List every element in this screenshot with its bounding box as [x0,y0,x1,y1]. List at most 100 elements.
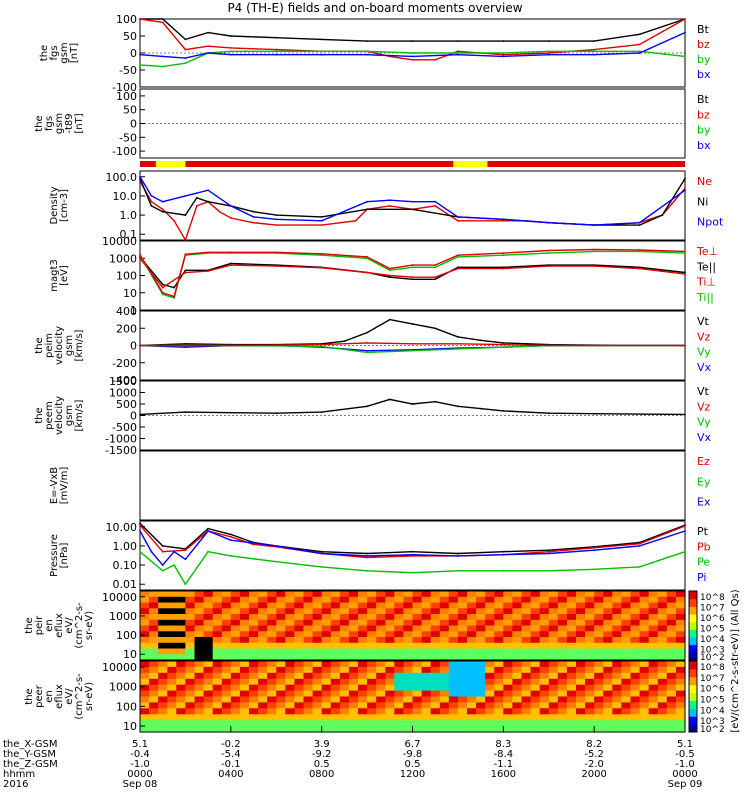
spectrogram-cell [239,684,250,692]
legend-entry: Vz [697,330,711,343]
spectrogram-cell [557,637,568,644]
y-axis-label: the peim velocity gsm [km/s] [34,326,85,365]
spectrogram-cell [457,702,468,709]
spectrogram-cell [358,596,368,604]
spectrogram-cell [230,608,241,615]
spectrogram-cell [594,661,604,668]
spectrogram-cell [385,666,395,674]
spectrogram-cell [158,591,168,598]
spectrogram-cell [639,631,650,638]
spectrogram-cell [185,637,196,644]
spectrogram-cell [176,696,186,703]
spectrogram-cell [403,614,414,621]
spectrogram-cell [358,702,368,709]
spectrogram-cell [648,720,659,727]
spectrogram-cell [494,720,504,727]
y-axis-label-line: en [44,690,55,703]
spectrogram-cell [239,596,250,604]
data-point [411,208,414,211]
spectrogram-cell [185,619,196,627]
spectrogram-cell [566,654,577,661]
y-axis-label-line: Pressure [49,534,60,577]
spectrogram-cell [158,678,168,686]
spectrogram-cell [566,608,577,615]
legend-entry: Vt [697,385,710,398]
spectrogram-cell [657,690,668,698]
spectrogram-cell [539,596,550,604]
spectrogram-cell [294,608,305,615]
spectrogram-cell [621,596,632,604]
spectrogram-cell [194,654,205,661]
spectrogram-cell [167,642,177,650]
spectrogram-cell [494,591,504,598]
spectrogram-cell [530,678,541,686]
y-tick-label: -400 [112,374,137,387]
spectrogram-cell [303,666,314,674]
spectrogram-cell [421,608,432,615]
spectrogram-cell [385,608,395,615]
spectrogram-cell [258,684,268,692]
spectrogram-cell [258,625,268,632]
spectrogram-cell [321,684,332,692]
spectrogram-cell [485,596,495,604]
data-point [275,545,278,547]
data-point [547,252,550,255]
colorbar-label-text: [eV/(cm^2-s-str-eV)] (All Qs) [730,589,741,732]
data-point [229,35,232,37]
spectrogram-cell [621,591,632,598]
data-point [411,342,414,345]
spectrogram-cell [312,631,323,638]
spectrogram-cell [530,596,541,604]
spectrogram-cell [576,648,586,655]
spectrogram-cell [230,678,241,686]
spectrogram-cell [276,608,286,615]
data-point [320,252,323,255]
y-axis-label-line: the [39,45,50,61]
spectrogram-cell [339,648,350,655]
spectrogram-cell [403,720,414,727]
series-fgs-gsm-bx [139,31,686,59]
spectrogram-cell [385,625,395,632]
spectrogram-cell [258,702,268,709]
spectrogram-cell [576,690,586,698]
spectrogram-cell [367,666,377,674]
data-point [207,270,210,272]
spectrogram-cell [140,690,150,698]
spectrogram-cell [648,714,659,721]
spectrogram-cell [657,684,668,692]
spectrogram-cell [485,661,495,668]
spectrogram-cell [412,714,423,721]
spectrogram-cell [657,619,668,627]
spectrogram-cell [140,696,150,703]
spectrogram-cell [221,708,232,715]
spectrogram-cell [276,726,286,733]
spectrogram-cell [285,720,295,727]
spectrogram-cell [630,726,641,733]
spectrogram-cell [657,608,668,615]
data-point [434,264,437,266]
spectrogram-cell [276,696,286,703]
legend-entry: Pe [697,556,710,569]
spectrogram-cell [176,602,186,609]
spectrogram-cell [312,726,323,733]
spectrogram-cell [285,619,295,627]
spectrogram-cell [576,631,586,638]
data-point [275,53,278,56]
series-temperature-Ti|| [139,250,686,299]
data-point [139,64,141,66]
spectrogram-cell [249,672,259,680]
data-point [195,196,198,199]
legend-entry: Pt [697,525,709,538]
spectrogram-cell [376,666,386,674]
spectrogram-cell [612,726,622,733]
spectrogram-cell [648,684,659,692]
spectrogram-cell [412,654,423,661]
spectrogram-cell [358,625,368,632]
mode-bar [140,161,685,167]
spectrogram-cell [312,654,323,661]
spectrogram-cell [439,708,450,715]
spectrogram-cell [367,726,377,733]
spectrogram-cell [630,661,641,668]
spectrogram-cell [412,591,423,598]
spectrogram-cell [230,625,241,632]
